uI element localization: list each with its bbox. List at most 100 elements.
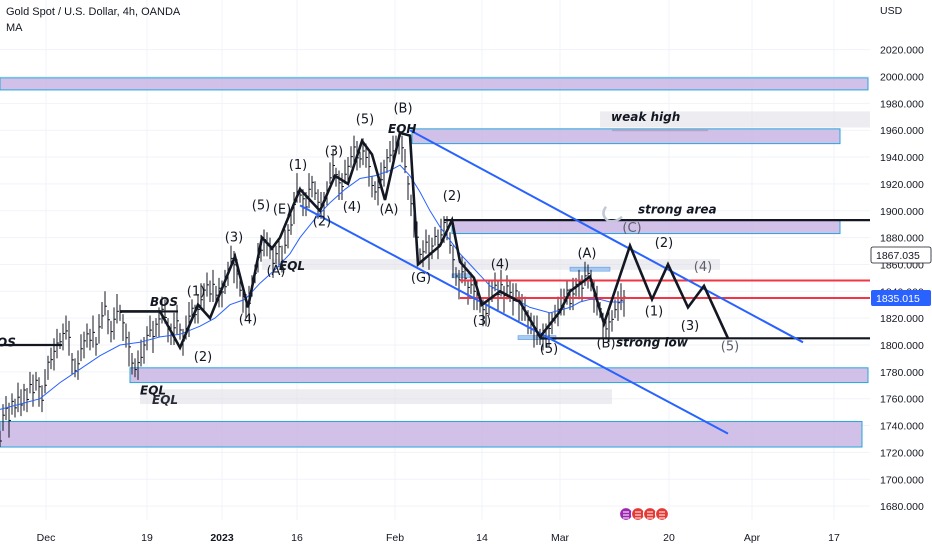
wave-label: (B) bbox=[393, 102, 412, 117]
wave-label: (2) bbox=[194, 350, 212, 365]
wave-label: (4) bbox=[491, 257, 509, 272]
event-icon-glyph bbox=[647, 511, 653, 519]
y-tick-label: 1740.000 bbox=[880, 421, 924, 433]
y-tick-label: 2000.000 bbox=[880, 72, 924, 84]
event-icons[interactable] bbox=[618, 506, 670, 522]
x-tick-label: 17 bbox=[828, 532, 840, 544]
y-tick-label: 1960.000 bbox=[880, 125, 924, 137]
wave-label: (E) bbox=[273, 202, 291, 217]
y-tick-label: 1680.000 bbox=[880, 501, 924, 513]
price-tag-label: 1835.015 bbox=[876, 293, 920, 305]
x-tick-label: 19 bbox=[141, 532, 153, 544]
x-tick-label: Mar bbox=[551, 532, 570, 544]
event-icon[interactable] bbox=[630, 506, 646, 522]
zone-grey bbox=[140, 389, 612, 405]
wave-label: (B) bbox=[596, 337, 615, 352]
wave-label: (A) bbox=[379, 202, 398, 217]
zone-blue bbox=[569, 266, 611, 272]
ghost-icon bbox=[602, 205, 623, 223]
x-tick-label: 20 bbox=[663, 532, 675, 544]
wave-label: (G) bbox=[411, 271, 431, 286]
x-tick-label: Apr bbox=[744, 532, 761, 544]
event-icon-glyph bbox=[635, 511, 641, 519]
chart-annotation: EQL bbox=[279, 259, 305, 273]
zone-purple bbox=[129, 367, 869, 384]
x-tick-label: Feb bbox=[386, 532, 404, 544]
wave-label: (5) bbox=[721, 339, 739, 354]
y-tick-label: 1880.000 bbox=[880, 233, 924, 245]
zone-purple bbox=[0, 421, 863, 448]
y-tick-label: 1980.000 bbox=[880, 98, 924, 110]
wave-label: (4) bbox=[694, 260, 712, 275]
channel-line bbox=[299, 204, 729, 435]
chart-annotation: strong low bbox=[616, 335, 689, 349]
wave-label: (C) bbox=[622, 221, 641, 236]
wave-label: (A) bbox=[266, 264, 285, 279]
wave-label: (3) bbox=[225, 231, 243, 246]
price-tags: 1867.035 1835.015 bbox=[870, 246, 932, 306]
event-icon[interactable] bbox=[618, 506, 634, 522]
wave-label: (A) bbox=[577, 247, 596, 262]
y-tick-label: 1940.000 bbox=[880, 152, 924, 164]
elliott-wave-path bbox=[120, 131, 730, 351]
wave-label: (2) bbox=[443, 189, 461, 204]
wave-label: (1) bbox=[187, 284, 205, 299]
left-cut-annotation: OS bbox=[0, 335, 16, 349]
zone-purple bbox=[0, 77, 869, 91]
price-tag-label: 1867.035 bbox=[876, 250, 920, 262]
y-axis: USD 1680.000 1700.000 1720.000 1740.000 1760.… bbox=[870, 0, 932, 550]
event-icon-glyph bbox=[659, 511, 665, 519]
wave-path bbox=[120, 131, 730, 351]
x-axis: Dec 19 2023 16 Feb 14 Mar 20 Apr 17 bbox=[0, 527, 870, 544]
x-tick-label: 14 bbox=[476, 532, 488, 544]
channel-line bbox=[409, 129, 804, 344]
zone-purple bbox=[451, 219, 841, 235]
y-axis-bg bbox=[870, 0, 932, 550]
faint-annotation: EQL bbox=[152, 393, 178, 407]
x-tick-label: 16 bbox=[291, 532, 303, 544]
chart-annotation: strong area bbox=[638, 202, 717, 216]
event-icon[interactable] bbox=[642, 506, 658, 522]
channel-lines bbox=[299, 129, 804, 435]
y-tick-label: 2020.000 bbox=[880, 45, 924, 57]
y-tick-label: 1900.000 bbox=[880, 206, 924, 218]
wave-labels: (1)(2)(3)(4)(5) (E)(A)(1)(2)(3)(4)(5)(B)(… bbox=[187, 102, 739, 365]
x-tick-label: 2023 bbox=[210, 532, 234, 544]
wave-label: (2) bbox=[313, 215, 331, 230]
event-icon[interactable] bbox=[654, 506, 670, 522]
wave-label: (4) bbox=[343, 200, 361, 215]
event-icon-glyph bbox=[623, 511, 629, 519]
y-tick-label: 1920.000 bbox=[880, 179, 924, 191]
wave-label: (4) bbox=[239, 313, 257, 328]
wave-label: (5) bbox=[252, 198, 270, 213]
chart-annotation: EQH bbox=[388, 122, 416, 136]
currency-label: USD bbox=[880, 5, 903, 17]
zone-grey bbox=[600, 111, 872, 128]
wave-label: (1) bbox=[645, 304, 663, 319]
ma-line bbox=[0, 164, 624, 410]
y-tick-label: 1760.000 bbox=[880, 394, 924, 406]
wave-label: (5) bbox=[540, 342, 558, 357]
chart-annotation: EQL bbox=[140, 384, 166, 398]
y-tick-label: 1820.000 bbox=[880, 313, 924, 325]
y-tick-label: 1700.000 bbox=[880, 474, 924, 486]
zone-purple bbox=[411, 128, 841, 145]
x-tick-label: Dec bbox=[37, 532, 56, 544]
symbol-title: Gold Spot / U.S. Dollar, 4h, OANDA bbox=[6, 6, 181, 18]
zone-blue bbox=[451, 273, 471, 279]
wave-label: (5) bbox=[356, 112, 374, 127]
y-tick-label: 1800.000 bbox=[880, 340, 924, 352]
wave-label: (3) bbox=[473, 314, 491, 329]
chart-annotation: weak high bbox=[611, 110, 680, 124]
wave-label: (3) bbox=[325, 145, 343, 160]
price-tag-box bbox=[870, 246, 932, 264]
indicator-label[interactable]: MA bbox=[6, 22, 23, 34]
y-tick-label: 1720.000 bbox=[880, 447, 924, 459]
zones bbox=[0, 77, 872, 448]
wave-label: (2) bbox=[655, 236, 673, 251]
zone-grey bbox=[262, 259, 720, 270]
price-tag-box bbox=[871, 289, 931, 306]
y-tick-label: 1780.000 bbox=[880, 367, 924, 379]
